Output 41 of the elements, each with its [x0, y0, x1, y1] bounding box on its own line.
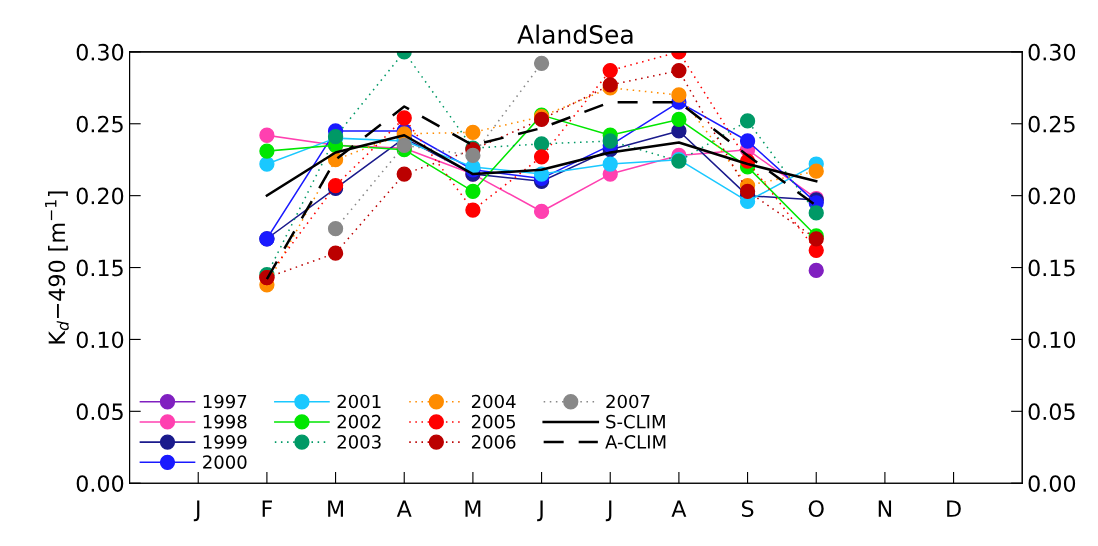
x-tick-label: F	[262, 500, 272, 517]
chart-title: AlandSea	[517, 24, 633, 44]
legend-label: A-CLIM	[605, 435, 666, 449]
y-axis-title: K$_{d}$−490 [m$^{−1}$]	[45, 191, 69, 344]
legend-label: S-CLIM	[606, 414, 665, 429]
y-tick-label: 0.00	[76, 475, 124, 492]
x-tick-label: A	[671, 500, 687, 517]
legend-label: 1999	[203, 435, 247, 449]
legend-label: 2003	[337, 435, 381, 449]
legend-label: 2007	[606, 394, 650, 409]
y-tick-label: 0.30	[76, 43, 124, 61]
legend-label: 2001	[337, 394, 381, 409]
legend-label: 2002	[337, 414, 381, 429]
x-tick-label: S	[741, 500, 754, 518]
x-tick-label: J	[605, 500, 612, 522]
y-tick-label: 0.15	[76, 259, 123, 277]
legend-label: 2000	[203, 455, 247, 469]
legend-label: 2004	[471, 394, 516, 409]
y-tick-label: 0.20	[76, 187, 124, 205]
y2-tick-label: 0.20	[1028, 187, 1076, 205]
legend-label: 1997	[203, 394, 247, 409]
x-tick-label: J	[537, 500, 543, 522]
y2-tick-label: 0.10	[1028, 331, 1076, 349]
x-tick-label: M	[328, 500, 343, 517]
x-tick-label: D	[947, 500, 961, 517]
x-tick-label: N	[878, 500, 892, 517]
x-tick-label: M	[465, 500, 481, 517]
legend-label: 2005	[471, 414, 516, 429]
x-tick-label: J	[193, 500, 200, 522]
y2-tick-label: 0.15	[1028, 259, 1075, 277]
y-tick-label: 0.10	[76, 331, 124, 349]
y-tick-label: 0.25	[76, 115, 123, 133]
x-tick-label: O	[808, 500, 824, 518]
y2-tick-label: 0.30	[1028, 43, 1076, 61]
legend-label: 2006	[471, 435, 516, 449]
y2-tick-label: 0.00	[1028, 475, 1076, 492]
y2-tick-label: 0.05	[1028, 403, 1075, 421]
y-tick-label: 0.05	[76, 403, 123, 421]
legend-label: 1998	[203, 414, 247, 429]
y2-tick-label: 0.25	[1028, 115, 1075, 133]
x-tick-label: A	[396, 500, 412, 517]
